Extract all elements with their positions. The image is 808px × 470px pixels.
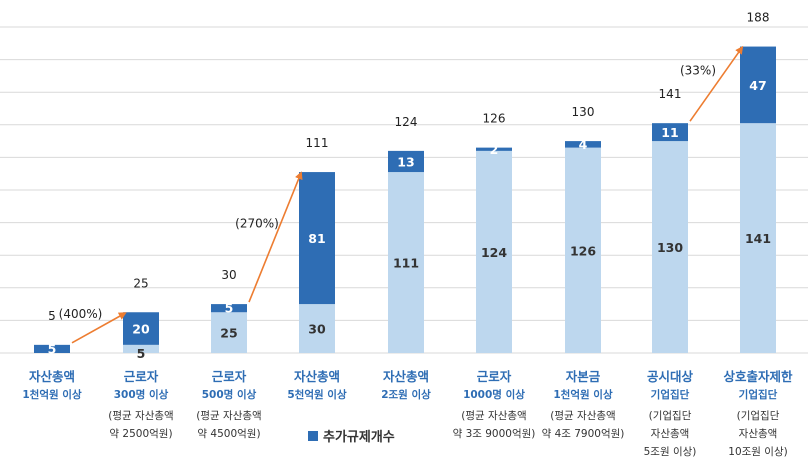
- data-labels: 5 5 5 20 25 25 5 30 30 81 111 111 13 124 124 2 126 126 4 13…: [48, 11, 771, 361]
- growth-arrow: [71, 312, 127, 344]
- category-note: 약 4500억원): [197, 428, 260, 440]
- bar-base-segment: [740, 123, 776, 353]
- category-sublabel: 5천억원 이상: [287, 388, 347, 401]
- data-label-total: 5: [48, 309, 56, 323]
- data-label-total: 25: [133, 276, 148, 290]
- bar-added-segment: [565, 141, 601, 148]
- category-note: (기업집단: [649, 409, 692, 422]
- data-label-added: 47: [749, 78, 766, 93]
- bar-added-segment: [211, 304, 247, 313]
- data-label-added: 5: [225, 301, 234, 316]
- data-label-base: 130: [657, 240, 683, 255]
- data-label-base: 5: [137, 346, 146, 361]
- category-sublabel: 1000명 이상: [463, 388, 525, 401]
- data-label-total: 111: [306, 136, 329, 150]
- data-label-added: 81: [308, 231, 325, 246]
- data-label-added: 13: [397, 154, 414, 169]
- data-label-added: 20: [132, 322, 150, 337]
- bar-base-segment: [211, 312, 247, 353]
- data-label-added: 4: [579, 137, 588, 152]
- category-note: (평균 자산총액: [550, 410, 615, 422]
- data-label-added: 11: [661, 125, 678, 140]
- bar-base-segment: [476, 150, 512, 353]
- data-label-base: 111: [393, 256, 419, 271]
- legend-label: 추가규제개수: [323, 429, 395, 445]
- category-note: (평균 자산총액: [196, 410, 261, 422]
- category-label: 자산총액: [294, 369, 340, 384]
- category-sublabel: 500명 이상: [202, 388, 257, 401]
- category-note: 10조원 이상): [728, 446, 787, 458]
- data-label-base: 25: [220, 326, 237, 341]
- category-sublabel: 300명 이상: [114, 388, 169, 401]
- growth-annotations: (400%) (270%) (33%): [59, 45, 744, 344]
- category-sublabel: 2조원 이상: [381, 388, 431, 401]
- category-label: 자산총액: [29, 369, 75, 384]
- data-label-total: 130: [572, 105, 595, 119]
- category-label: 자산총액: [383, 369, 429, 384]
- data-label-added: 5: [48, 341, 57, 356]
- growth-percent-label: (33%): [680, 63, 716, 77]
- legend-swatch: [308, 431, 318, 441]
- bar-base-segment: [652, 141, 688, 353]
- data-label-total: 30: [221, 268, 236, 282]
- category-note: 약 2500억원): [109, 428, 172, 440]
- category-note: 5조원 이상): [644, 446, 697, 458]
- data-label-base: 124: [481, 245, 507, 260]
- category-sublabel: 기업집단: [739, 388, 778, 401]
- bar-added-segment: [740, 46, 776, 124]
- category-note: 약 3조 9000억원): [453, 428, 536, 440]
- category-sublabel: 1천억원 이상: [22, 388, 82, 401]
- data-label-total: 141: [659, 87, 682, 101]
- growth-arrow: [248, 171, 303, 303]
- category-label: 근로자: [124, 369, 159, 384]
- category-note: (기업집단: [737, 409, 780, 422]
- data-label-total: 124: [395, 115, 418, 129]
- bar-base-segment: [299, 304, 335, 353]
- category-sublabel: 1천억원 이상: [553, 388, 613, 401]
- legend: 추가규제개수: [308, 429, 395, 445]
- category-note: 자산총액: [651, 428, 690, 440]
- data-label-base: 141: [745, 231, 771, 246]
- data-label-base: 30: [308, 322, 326, 337]
- category-note: 자산총액: [739, 428, 778, 440]
- category-note: (평균 자산총액: [461, 410, 526, 422]
- category-label: 상호출자제한: [723, 369, 793, 384]
- category-label: 근로자: [477, 369, 512, 384]
- bar-added-segment: [652, 123, 688, 142]
- category-label: 공시대상: [647, 369, 694, 384]
- bar-added-segment: [388, 150, 424, 173]
- data-label-added: 2: [490, 142, 499, 157]
- growth-arrow: [689, 45, 744, 122]
- bar-base-segment: [388, 172, 424, 353]
- category-label: 근로자: [212, 369, 247, 384]
- bar-added-segment: [123, 312, 159, 345]
- bars: [34, 46, 776, 353]
- growth-percent-label: (270%): [235, 217, 279, 231]
- growth-percent-label: (400%): [59, 307, 103, 321]
- bar-base-segment: [123, 344, 159, 353]
- bar-added-segment: [299, 172, 335, 305]
- bar-added-segment: [34, 344, 70, 353]
- category-note: 약 4조 7900억원): [542, 428, 625, 440]
- bar-added-segment: [476, 147, 512, 151]
- data-label-total: 126: [483, 112, 506, 126]
- category-sublabel: 기업집단: [651, 388, 690, 401]
- data-label-total: 188: [747, 11, 770, 25]
- bar-base-segment: [565, 147, 601, 353]
- category-note: (평균 자산총액: [108, 410, 173, 422]
- category-label: 자본금: [566, 369, 601, 384]
- data-label-base: 126: [570, 243, 596, 258]
